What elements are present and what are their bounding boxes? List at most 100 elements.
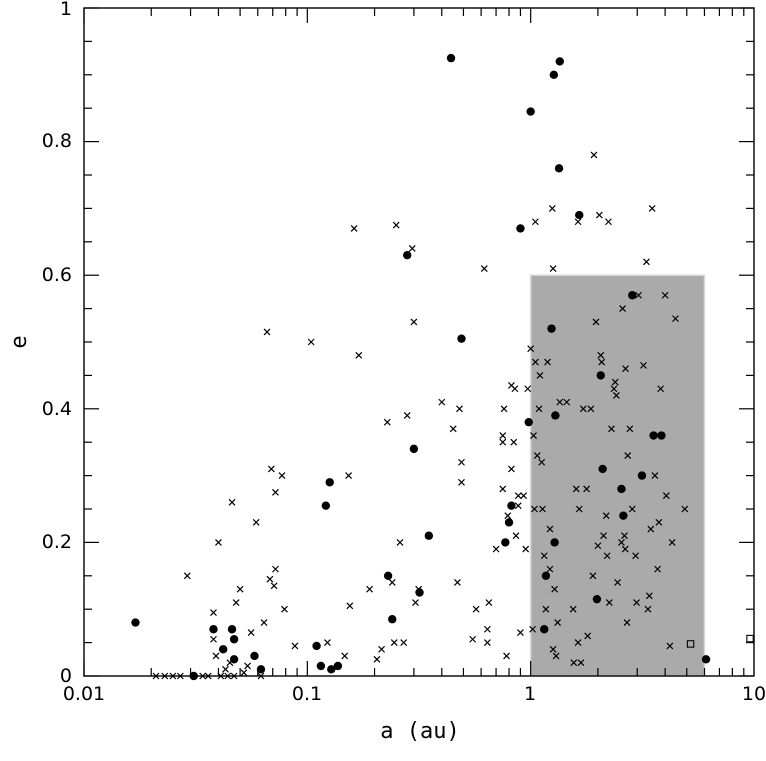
data-point-cross: [594, 542, 602, 550]
data-point-cross: [228, 498, 236, 506]
data-point-circle: [596, 371, 605, 380]
cross-stroke: [592, 318, 600, 326]
cross-stroke: [624, 452, 632, 459]
data-point-cross: [210, 609, 217, 616]
data-point-square: [686, 640, 695, 648]
data-point-circle: [501, 538, 510, 547]
cross-stroke: [546, 525, 554, 533]
cross-stroke: [681, 505, 689, 513]
data-point-cross: [438, 398, 446, 406]
data-point-cross: [510, 438, 518, 446]
data-point-circle: [327, 665, 336, 674]
cross-stroke: [602, 512, 610, 520]
data-point-circle: [424, 531, 434, 540]
cross-stroke: [236, 585, 244, 593]
cross-stroke: [345, 472, 353, 480]
data-point-cross: [373, 655, 381, 663]
data-point-cross: [633, 599, 640, 606]
data-point-cross: [597, 351, 605, 359]
cross-stroke: [226, 659, 234, 667]
y-tick-label-5: 1: [60, 0, 72, 20]
data-point-cross: [612, 392, 620, 399]
data-point-circle: [516, 224, 525, 233]
data-point-cross: [549, 645, 557, 653]
cross-stroke: [499, 438, 507, 446]
cross-stroke: [511, 385, 519, 393]
data-point-cross: [563, 398, 571, 406]
data-point-cross: [542, 605, 550, 613]
data-point-cross: [647, 525, 655, 533]
data-point-cross: [355, 351, 363, 359]
data-point-cross: [618, 538, 625, 546]
data-point-cross: [485, 599, 493, 606]
data-point-cross: [492, 545, 500, 553]
data-point-cross: [507, 465, 515, 473]
data-point-cross: [449, 425, 457, 433]
data-point-circle: [628, 291, 637, 300]
cross-stroke: [632, 552, 640, 560]
data-point-cross: [605, 218, 612, 226]
data-point-cross: [469, 635, 477, 643]
data-point-circle: [549, 70, 559, 80]
cross-stroke: [267, 465, 275, 473]
cross-stroke: [210, 609, 217, 616]
cross-stroke: [514, 502, 522, 510]
data-point-cross: [643, 258, 650, 266]
data-point-cross: [539, 505, 546, 513]
x-axis-title: a (au): [380, 719, 459, 744]
data-point-cross: [412, 599, 419, 606]
cross-stroke: [622, 365, 629, 373]
data-point-cross: [577, 659, 585, 667]
data-point-circle: [229, 655, 239, 664]
data-point-cross: [574, 639, 582, 647]
data-point-cross: [584, 632, 592, 640]
data-point-cross: [530, 432, 537, 439]
cross-stroke: [212, 652, 220, 660]
data-point-circle: [554, 164, 564, 173]
data-point-cross: [605, 599, 613, 606]
cross-stroke: [469, 635, 477, 643]
cross-stroke: [388, 579, 396, 586]
cross-stroke: [415, 585, 423, 593]
cross-stroke: [483, 639, 491, 647]
data-point-circle: [256, 665, 266, 674]
data-point-circle: [209, 625, 218, 634]
cross-stroke: [499, 432, 507, 439]
data-point-cross: [458, 478, 465, 486]
data-point-cross: [536, 371, 544, 379]
cross-stroke: [635, 291, 642, 299]
cross-stroke: [552, 652, 560, 660]
data-point-cross: [531, 218, 539, 226]
cross-stroke: [535, 405, 543, 413]
shaded-region-layer: [529, 274, 706, 677]
cross-stroke: [647, 525, 655, 533]
data-point-circle: [402, 250, 412, 260]
data-point-cross: [260, 619, 268, 626]
cross-stroke: [278, 472, 286, 480]
data-point-cross: [456, 405, 463, 413]
cross-stroke: [654, 565, 661, 573]
data-point-cross: [549, 265, 557, 272]
cross-stroke: [507, 465, 515, 473]
data-point-cross: [648, 204, 656, 212]
data-point-cross: [345, 472, 353, 480]
cross-stroke: [603, 552, 611, 560]
data-point-circle: [637, 471, 647, 480]
cross-stroke: [540, 552, 548, 560]
cross-stroke: [597, 351, 605, 359]
cross-stroke: [512, 532, 520, 540]
data-point-cross: [551, 585, 559, 593]
cross-stroke: [614, 579, 622, 586]
cross-stroke: [577, 659, 585, 667]
data-point-cross: [323, 639, 331, 647]
data-point-cross: [529, 625, 537, 633]
data-point-cross: [390, 639, 398, 647]
data-point-circle: [321, 501, 331, 510]
cross-stroke: [623, 619, 631, 626]
cross-stroke: [655, 518, 663, 526]
cross-stroke: [666, 642, 674, 650]
cross-stroke: [661, 291, 669, 299]
cross-stroke: [628, 505, 636, 513]
cross-stroke: [504, 512, 512, 520]
cross-stroke: [549, 265, 557, 272]
